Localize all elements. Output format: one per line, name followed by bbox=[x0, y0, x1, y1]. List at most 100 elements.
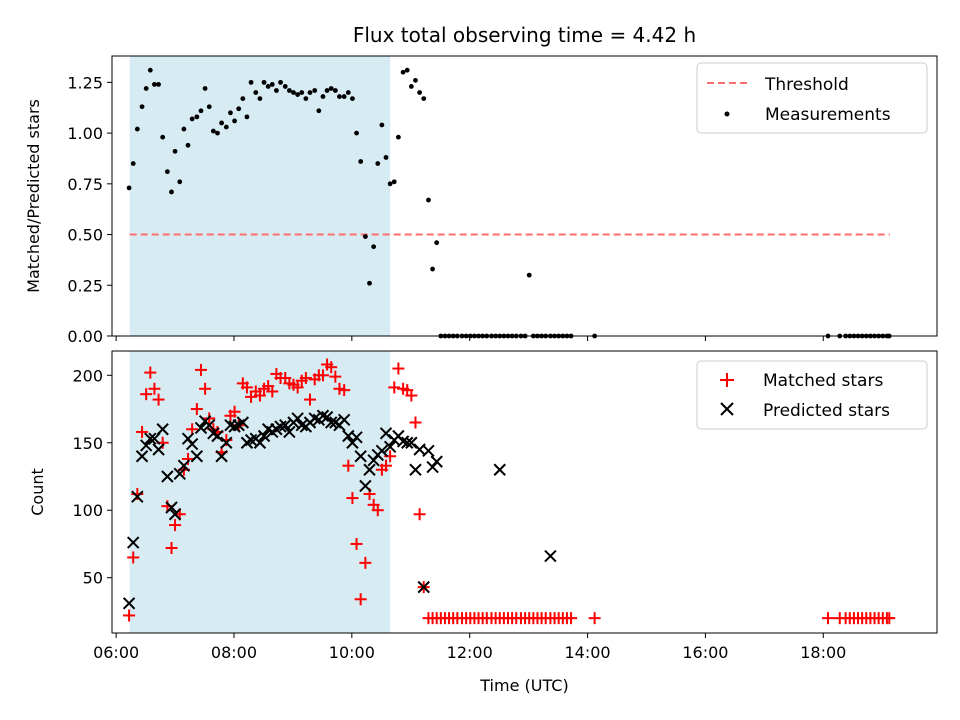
measurement-point bbox=[324, 88, 330, 93]
measurement-point bbox=[169, 189, 174, 195]
measurement-point bbox=[160, 134, 166, 140]
measurement-point bbox=[194, 114, 200, 120]
matched-point bbox=[165, 541, 178, 554]
measurement-point bbox=[278, 79, 283, 85]
predicted-point bbox=[544, 549, 557, 563]
measurement-point bbox=[332, 88, 338, 93]
measurement-point bbox=[185, 142, 191, 148]
measurement-point bbox=[413, 77, 418, 83]
measurement-point bbox=[320, 94, 326, 99]
bottom-ytick-label: 50 bbox=[83, 569, 103, 588]
measurement-point bbox=[387, 181, 393, 187]
measurement-point bbox=[269, 82, 275, 87]
measurement-point bbox=[434, 240, 440, 246]
measurement-point bbox=[189, 116, 195, 122]
predicted-point bbox=[359, 479, 372, 493]
measurement-point bbox=[328, 86, 334, 91]
predicted-point bbox=[203, 419, 216, 432]
top-xticks bbox=[115, 336, 824, 341]
matched-point bbox=[325, 361, 338, 374]
predicted-point bbox=[417, 580, 430, 594]
top-ytick-label: 0.75 bbox=[67, 175, 103, 194]
measurement-point bbox=[400, 69, 406, 75]
predicted-point bbox=[161, 470, 174, 483]
measurement-point bbox=[395, 134, 401, 140]
measurement-point bbox=[274, 88, 279, 93]
matched-point bbox=[883, 612, 896, 625]
measurement-point bbox=[152, 82, 157, 87]
matched-point bbox=[371, 504, 384, 517]
matched-point bbox=[329, 370, 342, 383]
top-ylabel: Matched/Predicted stars bbox=[24, 99, 43, 293]
bottom-xtick-label: 06:00 bbox=[93, 643, 139, 662]
measurement-point bbox=[228, 110, 233, 116]
predicted-point bbox=[139, 439, 153, 452]
top-axes-frame bbox=[111, 55, 938, 337]
bottom-xtick-label: 16:00 bbox=[682, 643, 728, 662]
predicted-legend-handle bbox=[720, 402, 734, 416]
matched-point bbox=[821, 612, 834, 625]
measurement-point bbox=[291, 90, 296, 95]
threshold-legend-label: Threshold bbox=[764, 75, 849, 95]
predicted-point bbox=[168, 508, 182, 521]
predicted-point bbox=[401, 436, 414, 449]
measurement-point bbox=[391, 179, 397, 185]
matched-point bbox=[316, 369, 329, 382]
measurement-point bbox=[244, 114, 250, 120]
measurement-point bbox=[417, 90, 423, 95]
predicted-point bbox=[279, 419, 292, 432]
predicted-point bbox=[337, 413, 351, 427]
predicted-point bbox=[152, 443, 165, 456]
predicted-point bbox=[493, 463, 506, 476]
measurement-point bbox=[282, 84, 288, 89]
measurement-point bbox=[253, 90, 259, 95]
measurement-point bbox=[354, 130, 359, 136]
predicted-point bbox=[165, 501, 178, 514]
measurement-point bbox=[426, 197, 431, 203]
top-ytick-label: 1.25 bbox=[67, 73, 103, 92]
predicted-point bbox=[257, 429, 271, 443]
measurement-point bbox=[232, 118, 237, 124]
measurement-point bbox=[126, 185, 132, 191]
matched-point bbox=[266, 385, 279, 398]
predicted-point bbox=[156, 423, 169, 436]
bottom-xtick-label: 10:00 bbox=[329, 643, 375, 662]
matched-point bbox=[228, 405, 241, 418]
bottom-legend: Matched stars Predicted stars bbox=[696, 360, 928, 430]
measurement-point bbox=[312, 88, 318, 93]
measurement-point bbox=[202, 86, 208, 91]
measurement-point bbox=[375, 161, 381, 166]
measurement-point bbox=[177, 179, 183, 185]
matched-point bbox=[346, 492, 359, 505]
top-legend-box bbox=[696, 62, 928, 134]
matched-legend-handle bbox=[720, 373, 734, 387]
predicted-point bbox=[379, 427, 393, 440]
bottom-yticks: 50 100 150 200 bbox=[72, 366, 112, 588]
measurement-point bbox=[337, 94, 342, 99]
matched-point bbox=[388, 381, 401, 394]
bottom-marks bbox=[122, 358, 896, 625]
bottom-xtick-label: 12:00 bbox=[447, 643, 493, 662]
measurement-point bbox=[430, 266, 435, 272]
predicted-point bbox=[316, 409, 330, 422]
bottom-legend-box bbox=[696, 360, 928, 430]
measurement-point bbox=[286, 88, 292, 93]
predicted-point bbox=[383, 440, 397, 454]
bottom-xtick-label: 08:00 bbox=[211, 643, 257, 662]
matched-point bbox=[409, 416, 422, 429]
predicted-point bbox=[173, 467, 186, 480]
predicted-point bbox=[177, 459, 191, 472]
bottom-ylabel: Count bbox=[28, 468, 47, 516]
top-shaded-interval bbox=[129, 56, 391, 336]
predicted-point bbox=[375, 444, 389, 458]
matched-point bbox=[304, 393, 316, 406]
predicted-point bbox=[236, 416, 250, 429]
top-ytick-label: 0.25 bbox=[67, 276, 103, 295]
measurement-point bbox=[358, 159, 364, 164]
bottom-xticks: 06:00 08:00 10:00 12:00 14:00 16:00 18:00 bbox=[93, 633, 846, 662]
measurement-point bbox=[341, 94, 347, 99]
measurement-point bbox=[139, 104, 145, 110]
bottom-xtick-label: 18:00 bbox=[800, 643, 846, 662]
predicted-point bbox=[135, 450, 149, 463]
